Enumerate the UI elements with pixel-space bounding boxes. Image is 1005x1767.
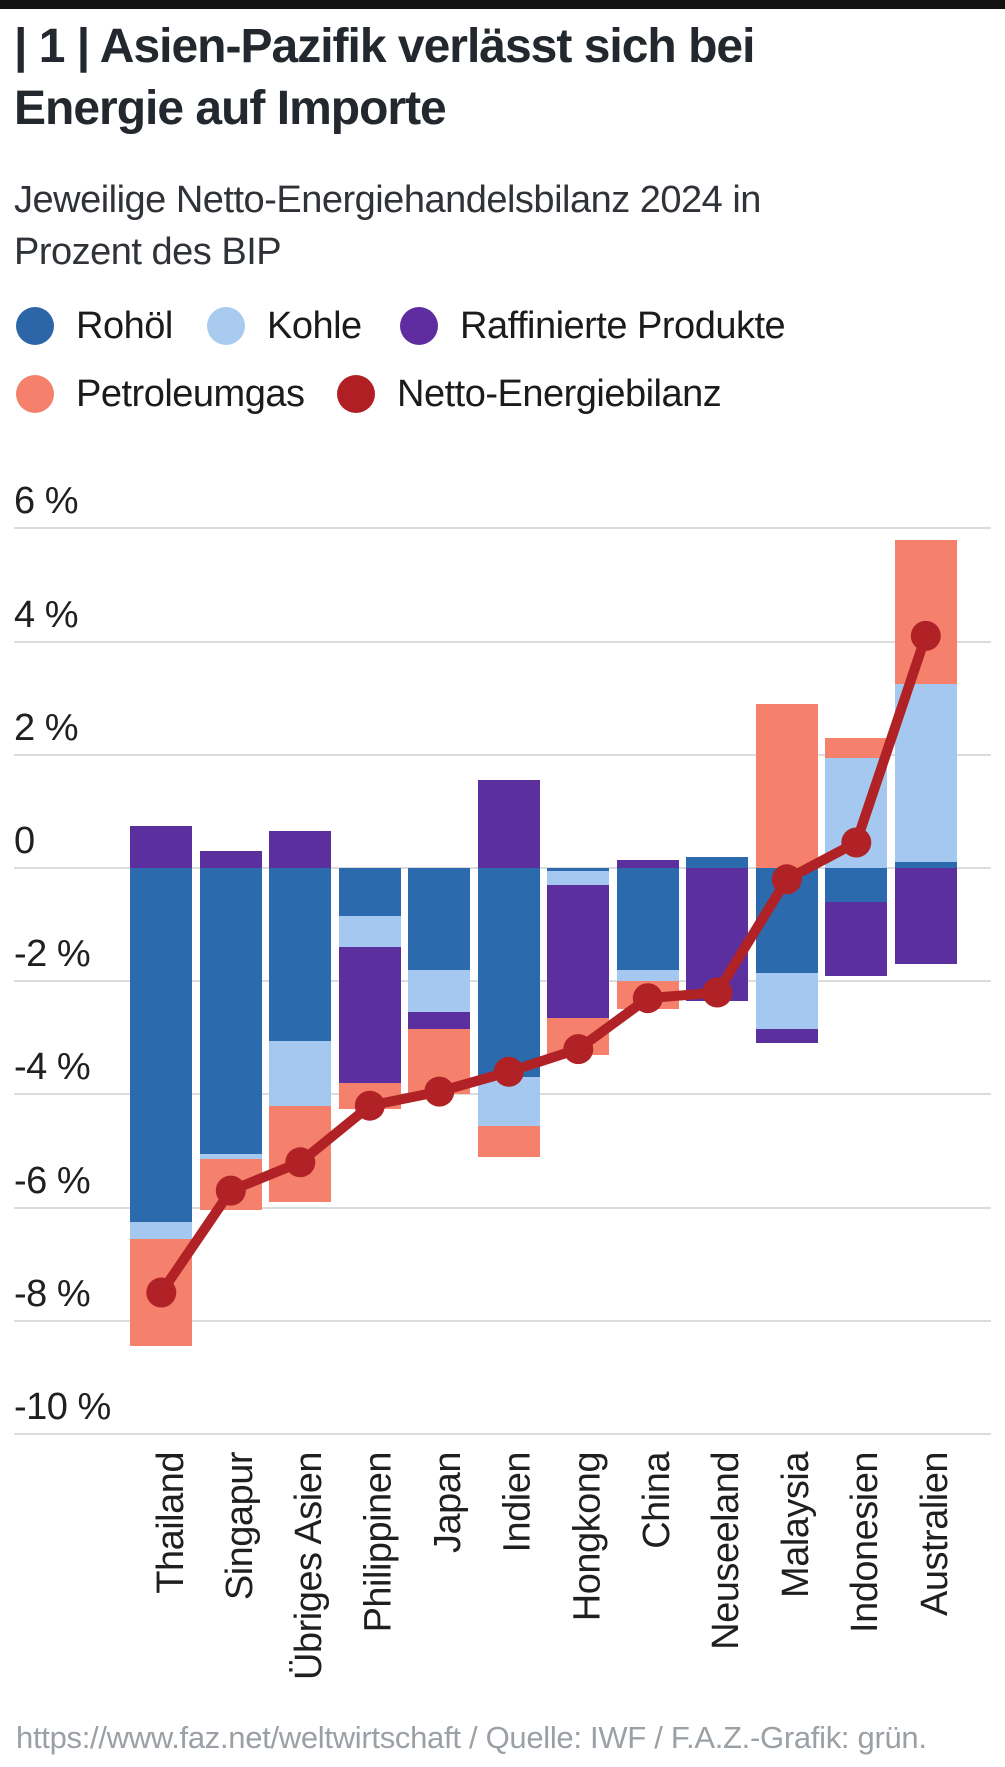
legend-label: Rohöl (76, 304, 173, 347)
legend-item: Rohöl (16, 304, 173, 347)
gridline (14, 1433, 991, 1435)
legend-swatch-icon (337, 375, 375, 413)
bar-segment (547, 884, 610, 1018)
bar-segment (199, 851, 262, 868)
x-axis-label-wrap: Philippinen (319, 1452, 400, 1742)
bar-segment (755, 972, 818, 1030)
y-axis-tick-label: 2 % (14, 706, 78, 749)
bar-segment (130, 825, 193, 868)
legend-label: Netto-Energiebilanz (397, 372, 722, 415)
chart-title: | 1 | Asien-Pazifik verlässt sich bei En… (14, 16, 974, 140)
x-axis-label-wrap: Hongkong (527, 1452, 608, 1742)
bar-segment (338, 947, 401, 1084)
bar-segment (755, 1029, 818, 1044)
bar-segment (477, 1125, 540, 1157)
legend-row-1: Rohöl Kohle Raffinierte Produkte (0, 304, 1005, 352)
bar-segment (894, 539, 957, 685)
chart-subtitle: Jeweilige Netto-Energiehandelsbilanz 202… (14, 174, 974, 278)
bar-segment (269, 1105, 332, 1202)
legend-label: Kohle (267, 304, 362, 347)
bar-segment (408, 868, 471, 970)
y-axis-tick-label: -6 % (14, 1159, 91, 1202)
legend-item: Raffinierte Produkte (400, 304, 786, 347)
bar-segment (408, 1012, 471, 1030)
legend-label: Raffinierte Produkte (460, 304, 786, 347)
bar-segment (547, 1017, 610, 1055)
bar-segment (199, 1159, 262, 1211)
legend-swatch-icon (207, 307, 245, 345)
bar-segment (338, 916, 401, 948)
bar-segment (477, 780, 540, 868)
bar-segment (825, 757, 888, 868)
x-axis-label-wrap: Thailand (110, 1452, 191, 1742)
bar-segment (130, 868, 193, 1222)
x-axis-label-wrap: Malaysia (736, 1452, 817, 1742)
bar-segment (338, 1083, 401, 1109)
bar-segment (616, 981, 679, 1010)
y-axis-tick-label: -10 % (14, 1386, 111, 1428)
gridline (14, 527, 991, 530)
chart-subtitle-line1: Jeweilige Netto-Energiehandelsbilanz 202… (14, 179, 761, 221)
legend-swatch-icon (16, 307, 54, 345)
bar-segment (686, 868, 749, 1001)
bar-segment (616, 868, 679, 970)
bar-segment (269, 1040, 332, 1106)
gridline (14, 640, 991, 643)
x-axis-country-label: Australien (913, 1452, 956, 1616)
bar-segment (686, 856, 749, 868)
x-axis-label-wrap: Japan (388, 1452, 469, 1742)
bar-segment (477, 868, 540, 1078)
bar-segment (477, 1077, 540, 1126)
x-axis-label-wrap: Singapur (180, 1452, 261, 1742)
bar-segment (338, 868, 401, 917)
bar-segment (755, 703, 818, 868)
legend-item: Kohle (207, 304, 362, 347)
y-axis-tick-label: 6 % (14, 480, 78, 523)
bar-segment (547, 870, 610, 885)
bar-segment (269, 868, 332, 1041)
bar-segment (894, 868, 957, 965)
bar-segment (825, 901, 888, 976)
legend-swatch-icon (400, 307, 438, 345)
chart-title-line2: Energie auf Importe (14, 82, 447, 135)
bar-segment (616, 969, 679, 982)
bar-segment (408, 1029, 471, 1095)
chart-title-line1: | 1 | Asien-Pazifik verlässt sich bei (14, 20, 755, 73)
y-axis-tick-label: 4 % (14, 593, 78, 636)
bar-segment (269, 831, 332, 868)
y-axis-tick-label: -8 % (14, 1272, 91, 1315)
x-axis-label-wrap: Übriges Asien (249, 1452, 330, 1742)
legend-item: Petroleumgas (16, 372, 305, 415)
y-axis-tick-label: 0 (14, 820, 35, 862)
x-axis-label-wrap: China (597, 1452, 678, 1742)
source-credit: https://www.faz.net/weltwirtschaft / Que… (16, 1720, 927, 1755)
bar-segment (199, 868, 262, 1154)
top-border-bar (0, 0, 1005, 9)
bar-segment (130, 1221, 193, 1239)
bar-segment (130, 1238, 193, 1347)
legend-row-2: Petroleumgas Netto-Energiebilanz (0, 372, 1005, 420)
bar-segment (825, 868, 888, 902)
chart-subtitle-line2: Prozent des BIP (14, 231, 282, 273)
bar-segment (894, 684, 957, 863)
bar-segment (616, 859, 679, 868)
x-axis-label-wrap: Australien (875, 1452, 956, 1742)
legend-label: Petroleumgas (76, 372, 305, 415)
x-axis-label-wrap: Indien (458, 1452, 539, 1742)
legend-item: Netto-Energiebilanz (337, 372, 722, 415)
legend-swatch-icon (16, 375, 54, 413)
bar-segment (825, 737, 888, 758)
y-axis-tick-label: -4 % (14, 1046, 91, 1089)
x-axis-label-wrap: Indonesien (805, 1452, 886, 1742)
y-axis-tick-label: -2 % (14, 933, 91, 976)
x-axis-label-wrap: Neuseeland (666, 1452, 747, 1742)
bar-segment (408, 969, 471, 1013)
bar-segment (755, 868, 818, 973)
gridline (14, 1319, 991, 1322)
